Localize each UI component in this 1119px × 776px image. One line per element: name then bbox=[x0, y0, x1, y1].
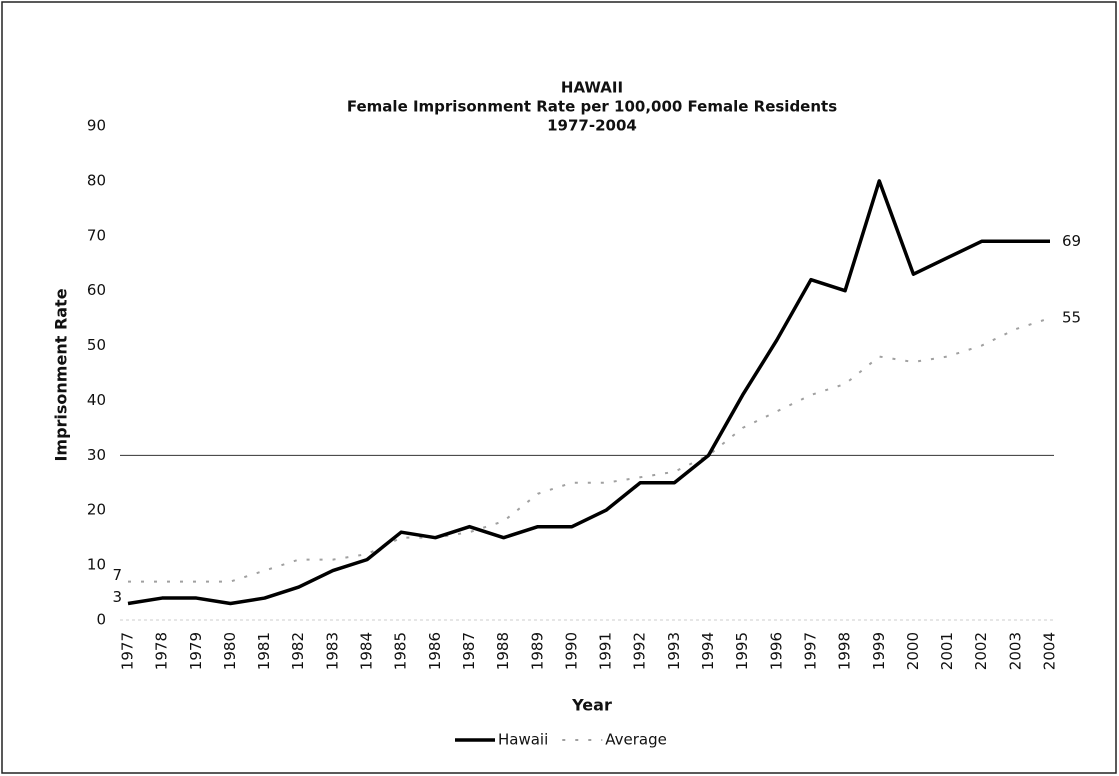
x-tick-label: 1998 bbox=[836, 632, 854, 670]
x-tick-label: 2004 bbox=[1041, 632, 1059, 670]
x-tick-label: 2000 bbox=[904, 632, 922, 670]
y-tick-label: 40 bbox=[87, 391, 106, 409]
chart-title: 1977-2004 bbox=[547, 117, 637, 135]
x-tick-label: 1984 bbox=[358, 632, 376, 670]
x-tick-label: 1982 bbox=[289, 632, 307, 670]
y-tick-label: 20 bbox=[87, 501, 106, 519]
x-tick-label: 2002 bbox=[972, 632, 990, 670]
data-label: 7 bbox=[112, 566, 122, 584]
y-tick-label: 70 bbox=[87, 226, 106, 244]
y-tick-label: 50 bbox=[87, 336, 106, 354]
x-tick-label: 1994 bbox=[699, 632, 717, 670]
x-tick-label: 1980 bbox=[221, 632, 239, 670]
x-tick-label: 1983 bbox=[323, 632, 341, 670]
x-tick-label: 1978 bbox=[153, 632, 171, 670]
y-tick-label: 30 bbox=[87, 446, 106, 464]
x-tick-label: 1991 bbox=[597, 632, 615, 670]
x-tick-label: 1993 bbox=[665, 632, 683, 670]
y-tick-label: 90 bbox=[87, 117, 106, 135]
chart-title: HAWAII bbox=[561, 79, 623, 97]
x-tick-label: 1989 bbox=[528, 632, 546, 670]
x-tick-label: 1990 bbox=[562, 632, 580, 670]
x-tick-label: 1995 bbox=[733, 632, 751, 670]
x-tick-label: 2001 bbox=[938, 632, 956, 670]
y-axis-title: Imprisonment Rate bbox=[52, 288, 71, 461]
x-tick-label: 1992 bbox=[631, 632, 649, 670]
series-line bbox=[127, 179, 1050, 606]
data-label: 3 bbox=[112, 588, 122, 606]
x-tick-label: 1986 bbox=[426, 632, 444, 670]
y-tick-label: 10 bbox=[87, 556, 106, 574]
x-tick-label: 1988 bbox=[494, 632, 512, 670]
data-label: 55 bbox=[1062, 309, 1081, 327]
x-tick-label: 1977 bbox=[119, 632, 137, 670]
x-tick-label: 1996 bbox=[767, 632, 785, 670]
x-tick-label: 1987 bbox=[460, 632, 478, 670]
x-tick-label: 1997 bbox=[801, 632, 819, 670]
x-tick-label: 1985 bbox=[392, 632, 410, 670]
series-line bbox=[128, 317, 1051, 583]
x-tick-label: 1981 bbox=[255, 632, 273, 670]
x-tick-label: 2003 bbox=[1006, 632, 1024, 670]
y-tick-label: 80 bbox=[87, 171, 106, 189]
x-tick-label: 1979 bbox=[187, 632, 205, 670]
y-tick-label: 60 bbox=[87, 281, 106, 299]
legend-label: Hawaii bbox=[498, 731, 548, 749]
x-tick-label: 1999 bbox=[870, 632, 888, 670]
y-tick-label: 0 bbox=[96, 611, 106, 629]
legend-label: Average bbox=[605, 731, 667, 749]
x-axis-title: Year bbox=[571, 696, 612, 715]
chart-title: Female Imprisonment Rate per 100,000 Fem… bbox=[347, 98, 837, 116]
data-label: 69 bbox=[1062, 232, 1081, 250]
